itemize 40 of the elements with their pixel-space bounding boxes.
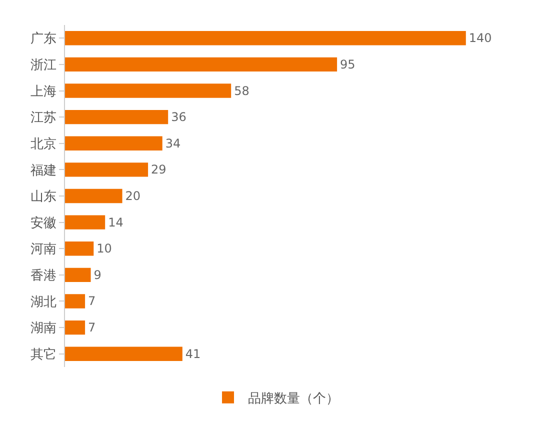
y-tick-label: 上海 [30,84,56,100]
data-label: 58 [234,84,250,98]
bar [65,31,466,46]
data-label: 36 [171,110,186,124]
legend-label: 品牌数量（个） [248,391,339,406]
data-label: 34 [165,136,181,150]
y-tick-label: 北京 [30,136,56,152]
bar [65,215,106,230]
bar [65,242,94,256]
bar [65,294,86,308]
data-label: 7 [88,294,96,308]
bar [65,268,91,282]
bar [65,320,86,335]
bar [65,57,338,72]
data-label: 95 [340,57,356,72]
y-tick-label: 湖南 [30,321,56,336]
y-tick-label: 香港 [30,268,56,284]
data-label: 140 [468,31,492,46]
y-tick-label: 江苏 [30,110,56,126]
bar [65,346,182,361]
data-label: 9 [94,268,102,282]
bar [65,162,148,177]
y-tick-label: 广东 [30,32,56,47]
data-label: 29 [151,162,166,177]
y-tick-label: 浙江 [30,58,56,74]
bar [65,110,168,124]
y-tick-label: 福建 [30,163,56,178]
data-label: 7 [88,320,96,335]
data-label: 20 [125,189,141,203]
y-tick-label: 山东 [30,190,56,205]
y-tick-label: 安徽 [30,214,56,231]
data-label: 14 [108,215,124,230]
data-label: 10 [96,242,112,256]
y-tick-label: 其它 [30,346,56,362]
bar [65,188,122,204]
y-tick-label: 湖北 [30,294,56,310]
bar [65,136,162,150]
bar [65,84,232,98]
data-label: 41 [185,346,201,361]
y-tick-label: 河南 [30,242,56,258]
